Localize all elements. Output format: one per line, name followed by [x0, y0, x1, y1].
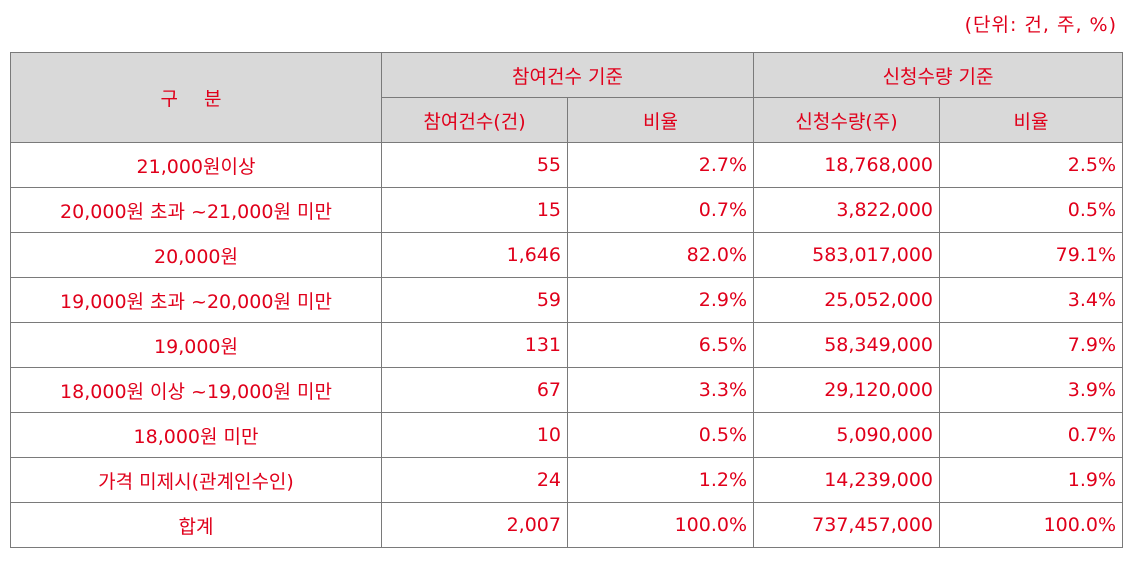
total-quantity: 737,457,000 [753, 502, 941, 548]
table-row: 21,000원이상 55 2.7% 18,768,000 2.5% [10, 142, 1124, 188]
row-label: 가격 미제시(관계인수인) [10, 457, 382, 503]
row-quantity: 583,017,000 [753, 232, 941, 278]
row-count-ratio: 1.2% [566, 457, 755, 503]
table-row: 19,000원 초과 ~20,000원 미만 59 2.9% 25,052,00… [10, 277, 1124, 323]
row-quantity-ratio: 79.1% [939, 232, 1124, 278]
row-count-ratio: 2.7% [566, 142, 755, 188]
row-count: 131 [381, 322, 568, 368]
row-quantity-ratio: 3.9% [939, 367, 1124, 413]
table-row: 18,000원 이상 ~19,000원 미만 67 3.3% 29,120,00… [10, 367, 1124, 413]
row-label: 20,000원 [10, 232, 382, 278]
total-label: 합계 [10, 502, 382, 548]
header-count-ratio: 비율 [566, 97, 755, 143]
row-quantity: 29,120,000 [753, 367, 941, 413]
row-count: 1,646 [381, 232, 568, 278]
row-quantity-ratio: 3.4% [939, 277, 1124, 323]
row-count-ratio: 3.3% [566, 367, 755, 413]
table-row: 19,000원 131 6.5% 58,349,000 7.9% [10, 322, 1124, 368]
total-row: 합계 2,007 100.0% 737,457,000 100.0% [10, 502, 1124, 548]
row-count: 59 [381, 277, 568, 323]
total-quantity-ratio: 100.0% [939, 502, 1124, 548]
table-row: 가격 미제시(관계인수인) 24 1.2% 14,239,000 1.9% [10, 457, 1124, 503]
table-row: 20,000원 초과 ~21,000원 미만 15 0.7% 3,822,000… [10, 187, 1124, 233]
row-label: 21,000원이상 [10, 142, 382, 188]
total-count: 2,007 [381, 502, 568, 548]
row-count: 67 [381, 367, 568, 413]
row-count: 15 [381, 187, 568, 233]
row-count-ratio: 82.0% [566, 232, 755, 278]
header-quantity-ratio: 비율 [939, 97, 1124, 143]
row-count-ratio: 2.9% [566, 277, 755, 323]
header-count: 참여건수(건) [381, 97, 568, 143]
demand-forecast-table: 구 분 참여건수 기준 신청수량 기준 참여건수(건) 비율 신청수량(주) 비… [10, 52, 1124, 548]
header-category: 구 분 [10, 52, 382, 143]
row-label: 18,000원 이상 ~19,000원 미만 [10, 367, 382, 413]
row-count-ratio: 0.5% [566, 412, 755, 458]
header-group-quantity: 신청수량 기준 [753, 52, 1124, 98]
header-quantity: 신청수량(주) [753, 97, 941, 143]
row-quantity-ratio: 0.5% [939, 187, 1124, 233]
row-quantity-ratio: 7.9% [939, 322, 1124, 368]
row-count: 24 [381, 457, 568, 503]
row-count-ratio: 6.5% [566, 322, 755, 368]
row-quantity: 5,090,000 [753, 412, 941, 458]
row-count: 10 [381, 412, 568, 458]
row-label: 18,000원 미만 [10, 412, 382, 458]
unit-note: (단위: 건, 주, %) [964, 14, 1117, 36]
row-count: 55 [381, 142, 568, 188]
row-quantity-ratio: 0.7% [939, 412, 1124, 458]
total-count-ratio: 100.0% [566, 502, 755, 548]
row-quantity-ratio: 1.9% [939, 457, 1124, 503]
header-group-count: 참여건수 기준 [380, 52, 755, 98]
row-label: 19,000원 [10, 322, 382, 368]
table-row: 18,000원 미만 10 0.5% 5,090,000 0.7% [10, 412, 1124, 458]
row-quantity: 18,768,000 [753, 142, 941, 188]
row-count-ratio: 0.7% [566, 187, 755, 233]
table-row: 20,000원 1,646 82.0% 583,017,000 79.1% [10, 232, 1124, 278]
row-quantity-ratio: 2.5% [939, 142, 1124, 188]
row-label: 20,000원 초과 ~21,000원 미만 [10, 187, 382, 233]
row-quantity: 58,349,000 [753, 322, 941, 368]
row-quantity: 3,822,000 [753, 187, 941, 233]
row-quantity: 14,239,000 [753, 457, 941, 503]
row-label: 19,000원 초과 ~20,000원 미만 [10, 277, 382, 323]
row-quantity: 25,052,000 [753, 277, 941, 323]
